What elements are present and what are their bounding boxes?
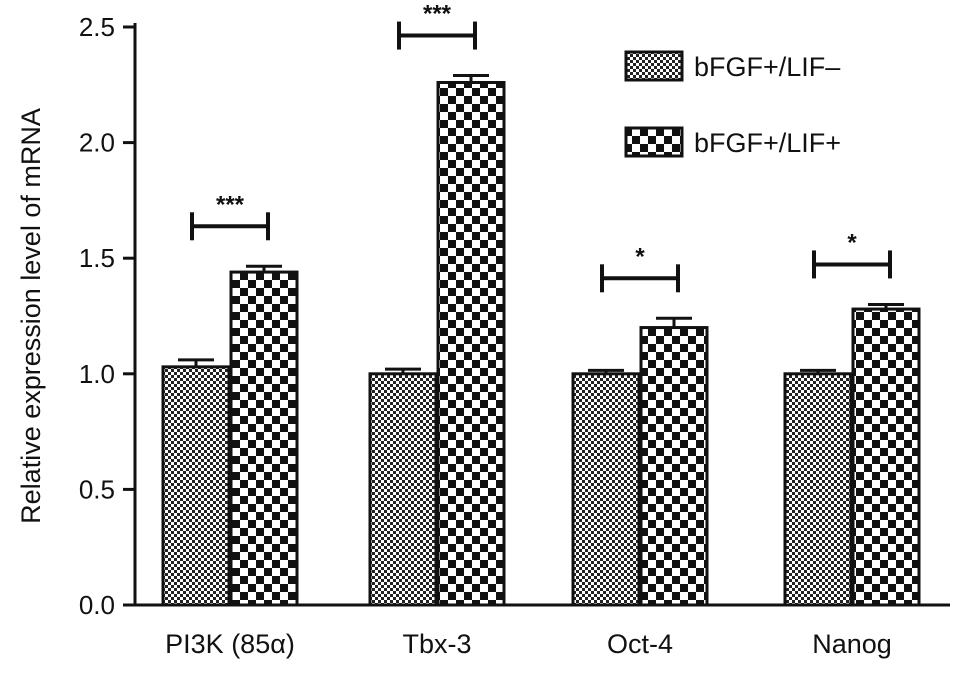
significance-label: *	[847, 229, 857, 256]
bar-lif-minus	[571, 372, 641, 607]
bar-lif-plus	[639, 326, 709, 607]
bar-lif-minus	[368, 372, 438, 607]
y-tick-label: 2.0	[79, 128, 115, 158]
y-tick-label: 2.5	[79, 12, 115, 42]
x-tick-label: Oct-4	[607, 629, 673, 659]
x-tick-label: Nanog	[812, 629, 892, 659]
y-tick-label: 0.0	[79, 590, 115, 620]
legend-label: bFGF+/LIF+	[694, 128, 841, 158]
legend-swatch	[624, 126, 684, 158]
bar-lif-minus	[161, 365, 231, 607]
y-tick-label: 1.5	[79, 243, 115, 273]
legend-label: bFGF+/LIF–	[694, 52, 840, 82]
legend: bFGF+/LIF– bFGF+/LIF+	[624, 50, 841, 158]
axis-labels: 0.0 0.5 1.0 1.5 2.0 2.5 Relative expression le…	[16, 12, 892, 659]
y-tick-label: 0.5	[79, 474, 115, 504]
bar-lif-minus	[783, 372, 853, 607]
y-tick-label: 1.0	[79, 359, 115, 389]
significance-label: *	[635, 243, 645, 270]
legend-swatch	[624, 50, 684, 82]
x-tick-label: PI3K (85α)	[165, 629, 295, 659]
significance-label: ***	[216, 191, 245, 218]
bar-lif-plus	[851, 307, 921, 607]
bars	[161, 74, 921, 607]
bar-lif-plus	[229, 270, 299, 607]
y-axis-title: Relative expression level of mRNA	[16, 108, 46, 524]
significance-markers: ********	[190, 1, 892, 293]
significance-label: ***	[423, 1, 452, 28]
x-tick-label: Tbx-3	[402, 629, 471, 659]
bar-lif-plus	[436, 80, 506, 607]
